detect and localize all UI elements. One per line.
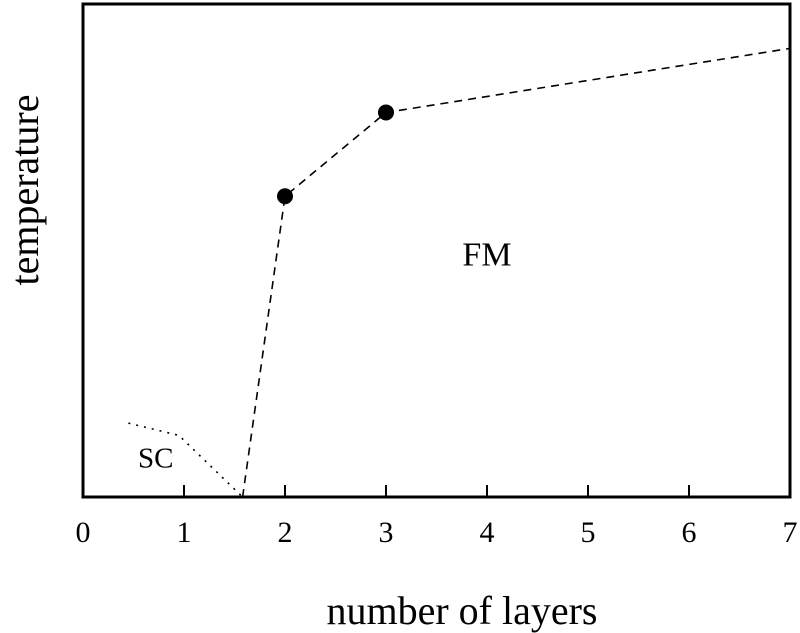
sc-boundary-line bbox=[128, 422, 244, 498]
x-tick-label-2: 2 bbox=[278, 516, 293, 549]
data-point-0-1 bbox=[378, 104, 394, 121]
region-labels: FM SC bbox=[138, 236, 512, 474]
region-label-fm: FM bbox=[462, 236, 511, 273]
x-axis-ticks bbox=[183, 485, 690, 497]
y-axis-title: temperature bbox=[2, 95, 47, 286]
x-tick-label-6: 6 bbox=[682, 516, 697, 549]
x-tick-label-5: 5 bbox=[581, 516, 596, 549]
x-axis-tick-labels: 0 1 2 3 4 5 6 7 bbox=[76, 516, 798, 549]
x-tick-label-4: 4 bbox=[480, 516, 495, 549]
fm-boundary-line bbox=[241, 47, 791, 498]
x-tick-label-0: 0 bbox=[76, 516, 91, 549]
plot-frame bbox=[81, 2, 792, 499]
data-point-0-0 bbox=[277, 188, 293, 205]
x-tick-label-3: 3 bbox=[379, 516, 394, 549]
region-label-sc: SC bbox=[138, 442, 173, 474]
x-tick-label-7: 7 bbox=[783, 516, 798, 549]
series-lines bbox=[128, 47, 791, 498]
x-tick-label-1: 1 bbox=[177, 516, 192, 549]
x-axis-title: number of layers bbox=[326, 588, 597, 633]
series-markers bbox=[277, 104, 394, 205]
